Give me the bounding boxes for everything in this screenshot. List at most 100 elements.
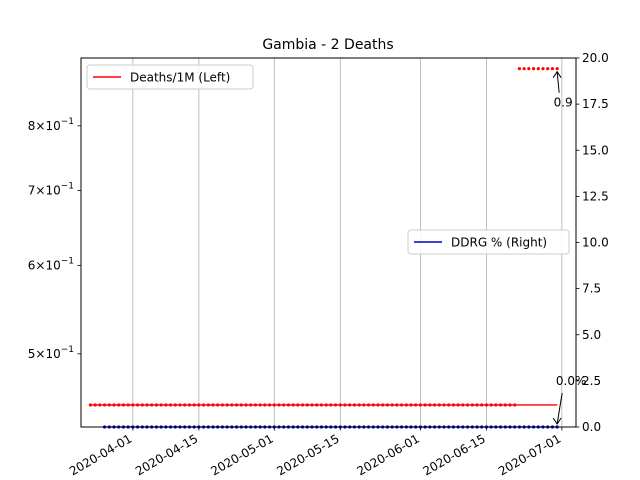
data-point-deaths [206, 403, 210, 407]
data-point-deaths [112, 403, 116, 407]
y-right-tick-label: 10.0 [582, 236, 609, 250]
annotation-arrow [556, 71, 560, 93]
y-left-tick-exponent: −1 [61, 182, 74, 192]
y-right-tick-label: 0.0 [582, 420, 601, 434]
y-left-tick-exponent: −1 [61, 117, 74, 127]
data-point-deaths [409, 403, 413, 407]
data-point-deaths [404, 403, 408, 407]
data-point-deaths [536, 67, 540, 71]
data-point-deaths [461, 403, 465, 407]
data-point-deaths [244, 403, 248, 407]
data-point-deaths [428, 403, 432, 407]
data-point-deaths [390, 403, 394, 407]
data-point-deaths [451, 403, 456, 407]
data-point-deaths [484, 403, 489, 407]
data-point-deaths [239, 403, 243, 407]
data-point-deaths [423, 403, 427, 407]
data-point-deaths [178, 403, 182, 407]
annotation-arrow [556, 392, 563, 425]
data-point-deaths [475, 403, 479, 407]
chart-title: Gambia - 2 Deaths [262, 37, 393, 53]
data-point-deaths [249, 403, 253, 407]
legend: Deaths/1M (Left) [86, 64, 254, 90]
legend-box [86, 64, 254, 90]
y-right-tick-label: 7.5 [582, 282, 601, 296]
data-point-deaths [480, 403, 484, 407]
data-point-deaths [173, 403, 177, 407]
data-point-deaths [98, 403, 102, 407]
data-point-deaths [489, 403, 493, 407]
data-point-deaths [442, 403, 446, 407]
data-point-deaths [88, 403, 93, 407]
data-point-deaths [197, 403, 201, 407]
data-point-deaths [541, 67, 545, 71]
data-point-deaths [201, 403, 206, 407]
data-point-deaths [470, 403, 474, 407]
y-left-tick-label: 6×10−1 [28, 256, 74, 272]
data-point-deaths [503, 403, 507, 407]
data-point-deaths [305, 403, 309, 407]
data-point-deaths [310, 403, 314, 407]
data-point-deaths [135, 403, 140, 407]
data-point-deaths [286, 403, 291, 407]
y-right-tick-label: 2.5 [582, 374, 601, 388]
data-point-deaths [546, 67, 550, 71]
legend-label: DDRG % (Right) [451, 236, 547, 250]
data-point-deaths [343, 403, 347, 407]
data-point-deaths [385, 403, 390, 407]
y-left-tick-base: 10 [45, 119, 60, 133]
data-point-deaths [234, 403, 239, 407]
data-point-deaths [145, 403, 149, 407]
data-point-deaths [531, 67, 536, 71]
data-point-deaths [291, 403, 295, 407]
data-point-deaths [494, 403, 498, 407]
data-point-deaths [381, 403, 385, 407]
data-point-deaths [395, 403, 399, 407]
y-left-tick-exponent: −1 [61, 256, 74, 266]
data-point-deaths [216, 403, 220, 407]
data-point-deaths [527, 67, 531, 71]
data-point-deaths [362, 403, 366, 407]
data-point-deaths [140, 403, 144, 407]
data-point-deaths [220, 403, 225, 407]
y-left-tick-base: 10 [45, 347, 60, 361]
data-point-deaths [366, 403, 371, 407]
data-point-deaths [517, 67, 522, 71]
data-point-deaths [131, 403, 135, 407]
data-point-deaths [376, 403, 380, 407]
data-point-deaths [121, 403, 126, 407]
y-axis-right: 0.0 2.5 5.0 7.5 10.0 12.5 15.0 17.5 20.0 [576, 51, 609, 434]
data-point-deaths [522, 67, 526, 71]
data-point-deaths [498, 403, 503, 407]
data-point-deaths [315, 403, 319, 407]
y-left-tick-mantissa: 8 [28, 119, 36, 133]
y-left-tick-mantissa: 7 [28, 184, 36, 198]
data-point-deaths [253, 403, 258, 407]
data-point-deaths [456, 403, 460, 407]
data-point-deaths [418, 403, 423, 407]
annotation-label: 0.0% [556, 374, 587, 388]
data-point-deaths [399, 403, 404, 407]
data-point-deaths [154, 403, 159, 407]
data-point-deaths [117, 403, 121, 407]
data-point-deaths [300, 403, 305, 407]
data-point-deaths [329, 403, 333, 407]
data-point-deaths [192, 403, 196, 407]
data-point-deaths [508, 403, 512, 407]
data-point-deaths [150, 403, 154, 407]
data-point-deaths [107, 403, 111, 407]
annotation-arrowhead [552, 70, 562, 78]
data-point-deaths [267, 403, 272, 407]
y-axis-left: 5×10−1 6×10−1 7×10−1 8×10−1 [28, 117, 81, 361]
data-point-deaths [168, 403, 173, 407]
data-point-deaths [414, 403, 418, 407]
annotation-label: 0.9 [554, 96, 573, 110]
data-point-deaths [230, 403, 234, 407]
data-point-deaths [324, 403, 328, 407]
legend-label: Deaths/1M (Left) [130, 71, 230, 85]
data-point-deaths [225, 403, 229, 407]
data-point-deaths [348, 403, 352, 407]
y-left-tick-mantissa: 5 [28, 347, 36, 361]
y-left-tick-base: 10 [45, 258, 60, 272]
